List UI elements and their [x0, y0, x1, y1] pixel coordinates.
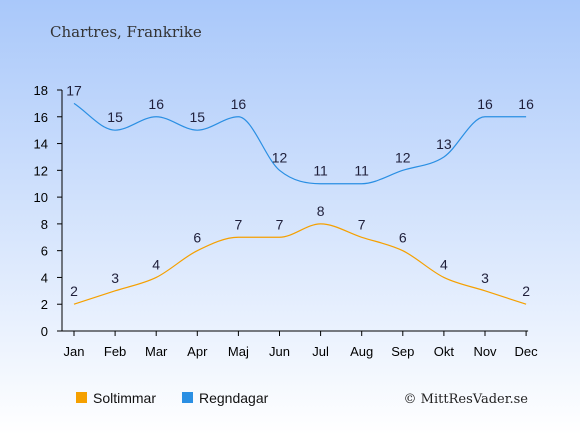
- x-tick-label: Feb: [104, 344, 126, 359]
- data-label-soltimmar: 7: [358, 216, 366, 232]
- data-label-regndagar: 12: [272, 149, 288, 165]
- x-tick-label: Aug: [350, 344, 373, 359]
- y-tick-label: 2: [41, 297, 48, 312]
- x-tick-label: Jul: [312, 344, 329, 359]
- x-tick-label: Mar: [145, 344, 168, 359]
- x-tick-label: Sep: [391, 344, 414, 359]
- y-tick-label: 12: [34, 163, 48, 178]
- legend-swatch-soltimmar: [76, 392, 87, 403]
- data-label-soltimmar: 6: [399, 230, 407, 246]
- series-lines: [73, 102, 527, 305]
- y-tick-label: 18: [34, 83, 48, 98]
- x-tick-label: Apr: [187, 344, 208, 359]
- data-label-soltimmar: 3: [111, 270, 119, 286]
- data-label-soltimmar: 3: [481, 270, 489, 286]
- data-label-soltimmar: 4: [440, 256, 448, 272]
- data-label-soltimmar: 2: [70, 283, 78, 299]
- data-label-regndagar: 16: [477, 96, 493, 112]
- y-tick-label: 8: [41, 217, 48, 232]
- x-tick-label: Okt: [434, 344, 455, 359]
- y-tick-labels: 0 2 4 6 8 10 12 14 16 18: [34, 83, 48, 339]
- data-label-regndagar: 16: [518, 96, 534, 112]
- data-label-regndagar: 16: [231, 96, 247, 112]
- y-tick-label: 16: [34, 110, 48, 125]
- x-tick-label: Jan: [64, 344, 85, 359]
- data-label-soltimmar: 8: [317, 203, 325, 219]
- data-label-regndagar: 15: [107, 109, 123, 125]
- data-label-soltimmar: 4: [152, 256, 160, 272]
- legend-label-soltimmar: Soltimmar: [93, 390, 156, 406]
- data-labels: 2 3 4 6 7 7 8 7 6 4 3 2 17 15 16 15 16 12 11 11 12 13 16 16: [66, 82, 534, 299]
- x-tick-label: Maj: [228, 344, 249, 359]
- x-tick-label: Dec: [515, 344, 539, 359]
- y-tick-label: 4: [41, 270, 48, 285]
- copyright-text: © MittResVader.se: [404, 392, 529, 407]
- data-label-regndagar: 12: [395, 149, 411, 165]
- data-label-regndagar: 15: [190, 109, 206, 125]
- x-tick-label: Nov: [473, 344, 497, 359]
- data-label-regndagar: 11: [313, 163, 328, 179]
- data-label-regndagar: 16: [148, 96, 164, 112]
- y-tick-label: 10: [34, 190, 48, 205]
- data-label-regndagar: 13: [436, 136, 452, 152]
- y-tick-label: 0: [41, 324, 48, 339]
- data-label-regndagar: 17: [66, 82, 82, 98]
- legend: Soltimmar Regndagar: [76, 390, 269, 406]
- series-line-regndagar: [73, 102, 527, 185]
- data-label-regndagar: 11: [354, 163, 369, 179]
- axes: [57, 89, 529, 336]
- legend-label-regndagar: Regndagar: [199, 390, 269, 406]
- data-label-soltimmar: 2: [522, 283, 530, 299]
- series-line-soltimmar: [73, 223, 527, 305]
- data-label-soltimmar: 7: [235, 216, 243, 232]
- legend-swatch-regndagar: [182, 392, 193, 403]
- y-tick-label: 14: [34, 137, 48, 152]
- data-label-soltimmar: 6: [193, 230, 201, 246]
- data-label-soltimmar: 7: [276, 216, 284, 232]
- x-tick-labels: Jan Feb Mar Apr Maj Jun Jul Aug Sep Okt Nov Dec: [64, 344, 539, 359]
- chart-title: Chartres, Frankrike: [50, 23, 202, 41]
- y-tick-label: 6: [41, 244, 48, 259]
- x-tick-label: Jun: [269, 344, 290, 359]
